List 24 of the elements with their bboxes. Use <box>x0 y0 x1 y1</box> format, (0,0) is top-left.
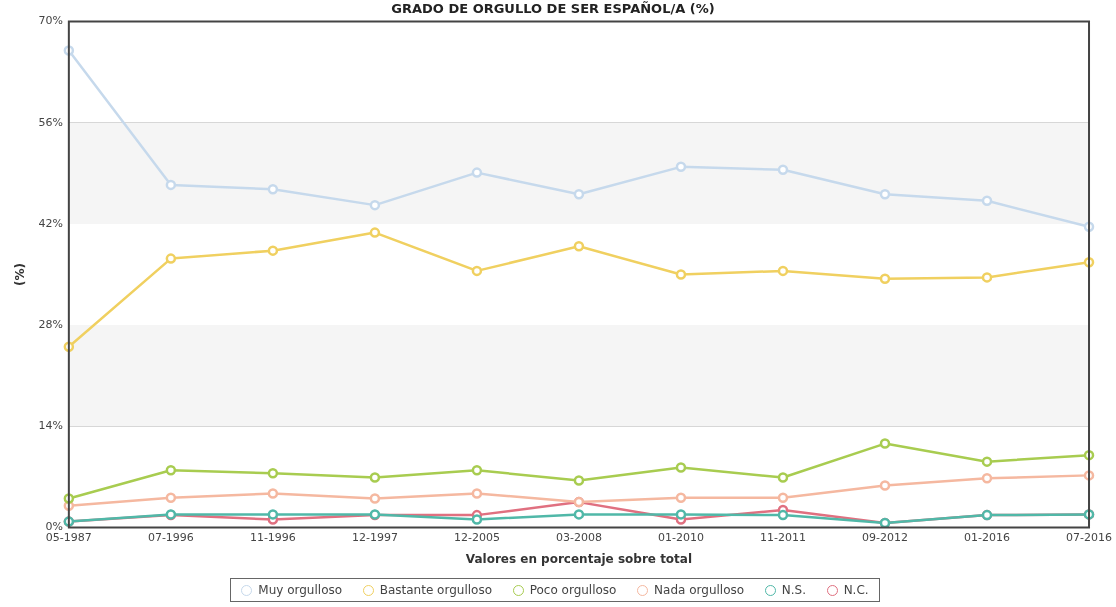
y-tick-label: 28% <box>38 317 63 331</box>
legend-label: N.C. <box>842 583 869 597</box>
legend-label: Muy orgulloso <box>257 583 343 597</box>
x-tick-label: 03-2008 <box>555 530 602 544</box>
legend-label: N.S. <box>780 583 806 597</box>
y-tick-label: 70% <box>38 14 63 28</box>
x-tick-label: 12-2005 <box>453 530 500 544</box>
chart-title: GRADO DE ORGULLO DE SER ESPAÑOL/A (%) <box>391 1 715 17</box>
y-axis-title: (%) <box>13 263 28 286</box>
x-tick-label: 11-1996 <box>249 530 296 544</box>
x-tick-label: 09-2012 <box>862 530 908 544</box>
x-tick-label: 11-2011 <box>759 530 806 544</box>
y-tick-label: 42% <box>38 216 63 230</box>
y-tick-label: 14% <box>38 419 63 433</box>
x-tick-label: 07-2016 <box>1066 530 1112 544</box>
legend-label: Poco orgulloso <box>528 583 617 597</box>
x-tick-label: 07-1996 <box>147 530 194 544</box>
y-tick-label: 56% <box>38 115 63 129</box>
x-tick-label: 01-2010 <box>657 530 704 544</box>
x-tick-label: 01-2016 <box>964 530 1010 544</box>
legend-label: Nada orgulloso <box>653 583 745 597</box>
legend-label: Bastante orgulloso <box>378 583 493 597</box>
x-tick-label: 12-1997 <box>351 530 398 544</box>
x-axis-title: Valores en porcentaje sobre total <box>465 551 693 566</box>
